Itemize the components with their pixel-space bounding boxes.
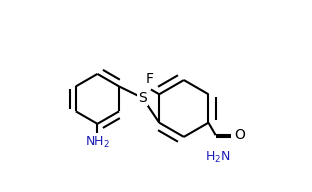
Text: H$_2$N: H$_2$N <box>205 150 230 165</box>
Text: NH$_2$: NH$_2$ <box>85 135 110 150</box>
Text: F: F <box>146 72 154 86</box>
Text: S: S <box>138 91 147 105</box>
Text: O: O <box>234 128 245 142</box>
